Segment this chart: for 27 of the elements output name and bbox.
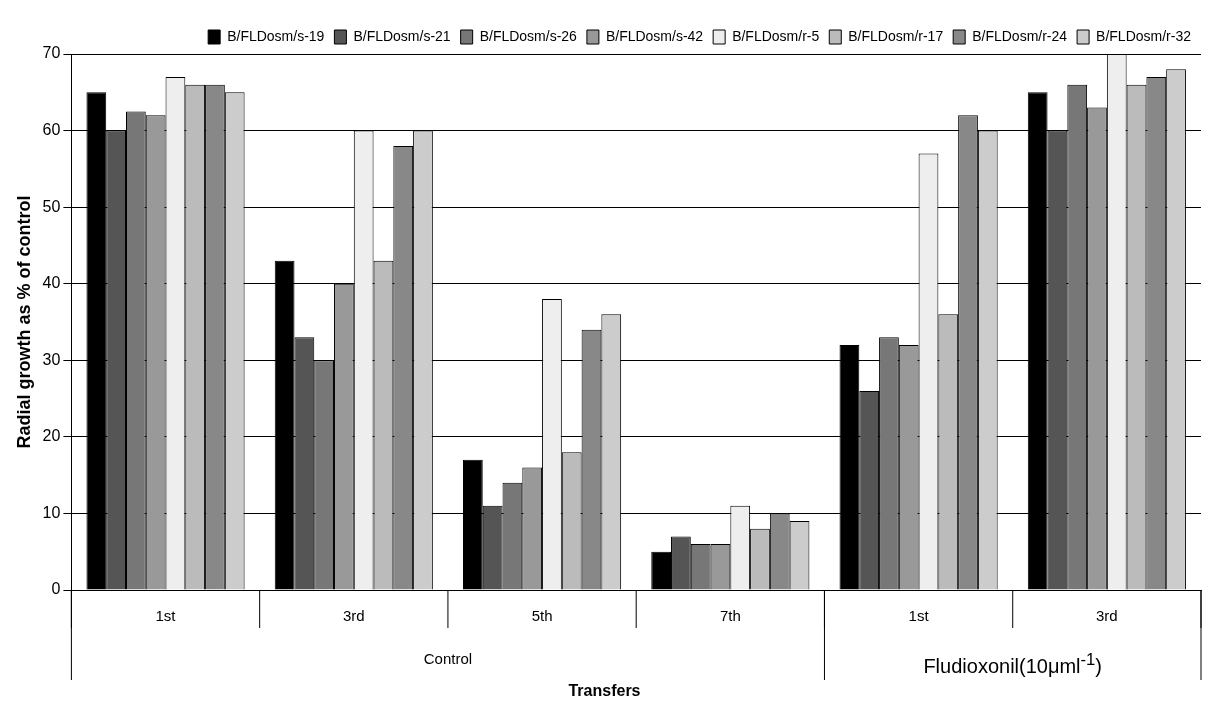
y-tick-label: 30 (42, 350, 61, 368)
legend-label: B/FLDosm/r-17 (848, 27, 944, 44)
x-tick-label: 3rd (342, 607, 365, 625)
legend-label: B/FLDosm/s-21 (353, 27, 451, 44)
y-axis-title: Radial growth as % of control (13, 195, 34, 449)
text: Fludioxonil(10μml$^{-1}$) (922, 650, 1104, 678)
y-tick-label: 10 (42, 503, 61, 521)
bar (651, 551, 672, 590)
legend-label: B/FLDosm/r-24 (972, 27, 1068, 44)
x-tick-label: 1st (908, 607, 930, 625)
x-tick-label: 7th (719, 607, 741, 625)
y-tick-label: 60 (42, 120, 61, 138)
legend-label: B/FLDosm/s-42 (605, 27, 704, 44)
y-tick-label: 70 (42, 44, 61, 62)
text: Control (422, 650, 474, 667)
legend-label: B/FLDosm/s-26 (479, 27, 578, 44)
x-tick-label: 1st (155, 607, 177, 625)
x-tick-label: 3rd (1096, 607, 1118, 625)
legend-label: B/FLDosm/s-19 (227, 27, 325, 44)
legend-label: B/FLDosm/r-32 (1096, 27, 1192, 44)
x-tick-label: 5th (531, 607, 553, 625)
y-tick-label: 20 (42, 427, 61, 445)
y-tick-label: 40 (42, 274, 61, 292)
x-axis-title: Transfers (567, 682, 642, 700)
y-tick-label: 50 (42, 197, 61, 215)
y-tick-label: 0 (51, 580, 61, 598)
legend-label: B/FLDosm/r-5 (732, 27, 820, 44)
